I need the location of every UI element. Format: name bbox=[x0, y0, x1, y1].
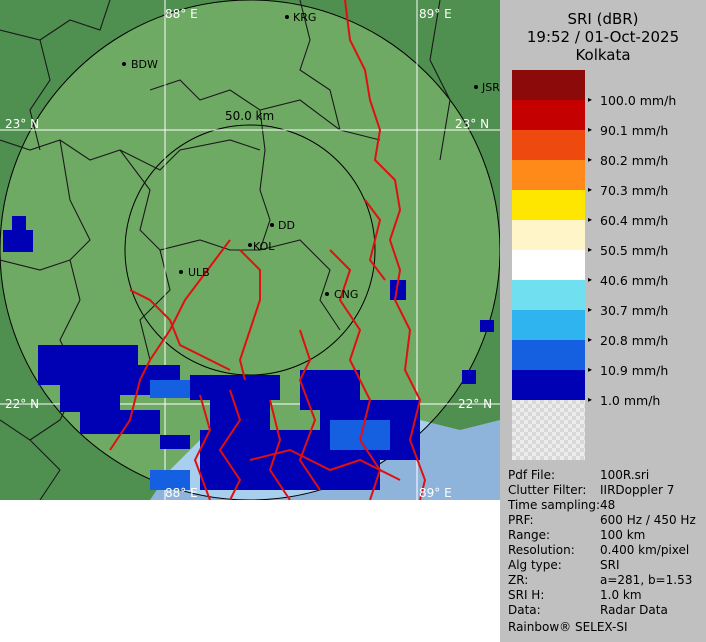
marker-ulb bbox=[179, 270, 183, 274]
legend-tick-icon: ▸ bbox=[588, 125, 593, 134]
legend-swatch bbox=[512, 190, 585, 220]
marker-kol bbox=[248, 243, 252, 247]
marker-krg bbox=[285, 15, 289, 19]
lat-23-label-right: 23° N bbox=[455, 117, 489, 131]
legend-swatch bbox=[512, 280, 585, 310]
grid-labels: 88° E 89° E 23° N 23° N 22° N 22° N 88° … bbox=[5, 7, 492, 500]
metadata-key: Time sampling: bbox=[508, 498, 601, 512]
place-dd: DD bbox=[278, 219, 295, 232]
legend-swatch bbox=[512, 130, 585, 160]
legend-no-data-swatch bbox=[512, 400, 585, 460]
legend-tick-icon: ▸ bbox=[588, 395, 593, 404]
marker-jsr bbox=[474, 85, 478, 89]
legend-swatch bbox=[512, 160, 585, 190]
legend-swatch bbox=[512, 100, 585, 130]
legend-swatch bbox=[512, 310, 585, 340]
legend-tick-icon: ▸ bbox=[588, 215, 593, 224]
legend-tick-icon: ▸ bbox=[588, 365, 593, 374]
metadata-value: Radar Data bbox=[600, 603, 668, 617]
metadata-key: Range: bbox=[508, 528, 551, 542]
place-ulb: ULB bbox=[188, 266, 210, 279]
legend-label: 30.7 mm/h bbox=[600, 303, 669, 318]
legend-tick-icon: ▸ bbox=[588, 95, 593, 104]
place-kol: KOL bbox=[253, 240, 275, 253]
legend-label: 20.8 mm/h bbox=[600, 333, 669, 348]
place-krg: KRG bbox=[293, 11, 316, 24]
radar-map[interactable]: 88° E 89° E 23° N 23° N 22° N 22° N 88° … bbox=[0, 0, 500, 500]
legend-label: 10.9 mm/h bbox=[600, 363, 669, 378]
legend-swatch bbox=[512, 370, 585, 400]
lon-89-label-bottom: 89° E bbox=[419, 486, 452, 500]
place-markers: KRG BDW JSR DD KOL ULB CNG bbox=[122, 11, 500, 301]
marker-bdw bbox=[122, 62, 126, 66]
metadata-value: 100 km bbox=[600, 528, 646, 542]
metadata-value: 600 Hz / 450 Hz bbox=[600, 513, 696, 527]
metadata-value: IIRDoppler 7 bbox=[600, 483, 675, 497]
legend-swatch bbox=[512, 70, 585, 100]
metadata-value: SRI bbox=[600, 558, 620, 572]
legend-label: 100.0 mm/h bbox=[600, 93, 677, 108]
legend-tick-icon: ▸ bbox=[588, 185, 593, 194]
metadata-value: a=281, b=1.53 bbox=[600, 573, 693, 587]
place-jsr: JSR bbox=[481, 81, 500, 94]
legend-swatch bbox=[512, 340, 585, 370]
metadata-value: 0.400 km/pixel bbox=[600, 543, 690, 557]
lon-88-label-bottom: 88° E bbox=[165, 486, 198, 500]
radar-map-canvas[interactable]: 88° E 89° E 23° N 23° N 22° N 22° N 88° … bbox=[0, 0, 500, 500]
legend-panel: SRI (dBR) 19:52 / 01-Oct-2025 Kolkata ▸ 1… bbox=[500, 0, 706, 642]
marker-cng bbox=[325, 292, 329, 296]
legend-tick-icon: ▸ bbox=[588, 245, 593, 254]
metadata-key: Clutter Filter: bbox=[508, 483, 587, 497]
legend-label: 40.6 mm/h bbox=[600, 273, 669, 288]
lat-23-label-left: 23° N bbox=[5, 117, 39, 131]
metadata-key: PRF: bbox=[508, 513, 534, 527]
metadata-key: Pdf File: bbox=[508, 468, 556, 482]
legend-label: 50.5 mm/h bbox=[600, 243, 669, 258]
place-cng: CNG bbox=[334, 288, 358, 301]
range-ring-label: 50.0 km bbox=[225, 109, 274, 123]
legend-swatch bbox=[512, 250, 585, 280]
legend-tick-icon: ▸ bbox=[588, 275, 593, 284]
metadata-value: 48 bbox=[600, 498, 616, 512]
lon-88-label: 88° E bbox=[165, 7, 198, 21]
legend-label: 80.2 mm/h bbox=[600, 153, 669, 168]
metadata-key: Alg type: bbox=[508, 558, 562, 572]
rivers-and-coastline bbox=[109, 0, 427, 500]
place-bdw: BDW bbox=[131, 58, 158, 71]
metadata-key: SRI H: bbox=[508, 588, 545, 602]
lat-22-label-right: 22° N bbox=[458, 397, 492, 411]
datetime-label: 19:52 / 01-Oct-2025 bbox=[526, 28, 680, 46]
legend-label: 1.0 mm/h bbox=[600, 393, 661, 408]
lon-89-label: 89° E bbox=[419, 7, 452, 21]
legend-tick-icon: ▸ bbox=[588, 155, 593, 164]
metadata-value: 1.0 km bbox=[600, 588, 642, 602]
legend-swatch bbox=[512, 220, 585, 250]
legend-tick-icon: ▸ bbox=[588, 335, 593, 344]
legend-label: 70.3 mm/h bbox=[600, 183, 669, 198]
lat-22-label-left: 22° N bbox=[5, 397, 39, 411]
footer-credit: Rainbow® SELEX-SI bbox=[508, 620, 628, 634]
metadata-key: ZR: bbox=[508, 573, 529, 587]
legend-label: 60.4 mm/h bbox=[600, 213, 669, 228]
metadata-key: Resolution: bbox=[508, 543, 575, 557]
legend-tick-icon: ▸ bbox=[588, 305, 593, 314]
metadata-value: 100R.sri bbox=[600, 468, 650, 482]
product-title: SRI (dBR) bbox=[567, 10, 639, 28]
legend-label: 90.1 mm/h bbox=[600, 123, 669, 138]
marker-dd bbox=[270, 223, 274, 227]
station-label: Kolkata bbox=[575, 46, 631, 64]
metadata-key: Data: bbox=[508, 603, 541, 617]
